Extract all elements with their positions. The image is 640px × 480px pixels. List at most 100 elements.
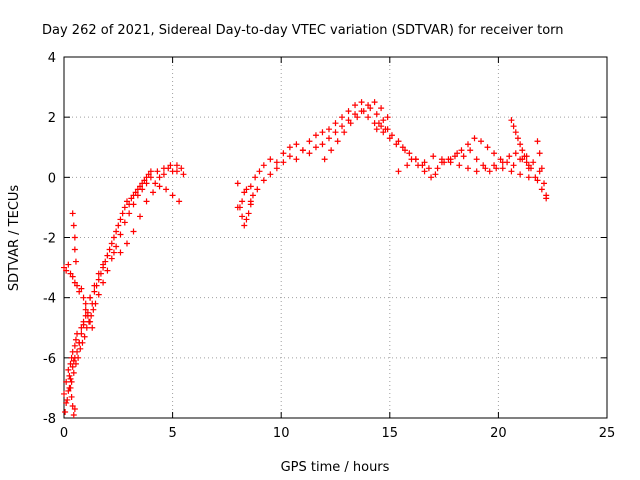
data-point xyxy=(239,213,246,220)
data-point xyxy=(510,162,517,169)
data-point xyxy=(415,162,422,169)
data-point xyxy=(113,228,120,235)
data-point xyxy=(406,150,413,157)
data-point xyxy=(110,234,117,241)
data-point xyxy=(71,234,78,241)
data-point xyxy=(293,156,300,163)
data-point xyxy=(234,180,241,187)
data-point xyxy=(247,183,254,190)
data-point xyxy=(117,249,124,256)
data-point xyxy=(491,150,498,157)
data-point xyxy=(334,138,341,145)
data-point xyxy=(267,171,274,178)
data-point xyxy=(386,135,393,142)
data-point xyxy=(347,120,354,127)
data-point xyxy=(319,141,326,148)
data-point xyxy=(78,330,85,337)
data-point xyxy=(241,189,248,196)
data-point xyxy=(239,198,246,205)
data-point xyxy=(249,192,256,199)
data-point xyxy=(402,147,409,154)
data-point xyxy=(78,324,85,331)
data-point xyxy=(108,255,115,262)
data-point xyxy=(123,198,130,205)
data-point xyxy=(74,348,81,355)
data-point xyxy=(143,198,150,205)
data-point xyxy=(482,165,489,172)
data-point xyxy=(464,165,471,172)
data-point xyxy=(117,216,124,223)
data-point xyxy=(104,267,111,274)
data-point xyxy=(306,150,313,157)
data-point xyxy=(130,228,137,235)
data-point xyxy=(532,174,539,181)
data-point xyxy=(63,378,70,385)
data-point xyxy=(102,258,109,265)
data-point xyxy=(91,288,98,295)
data-point xyxy=(499,165,506,172)
data-point xyxy=(147,174,154,181)
data-point xyxy=(72,258,79,265)
data-point xyxy=(345,108,352,115)
data-point xyxy=(137,183,144,190)
data-point xyxy=(367,105,374,112)
data-point xyxy=(63,267,70,274)
data-point xyxy=(388,132,395,139)
data-point xyxy=(380,117,387,124)
data-point xyxy=(399,144,406,151)
data-point xyxy=(100,279,107,286)
data-point xyxy=(67,375,74,382)
data-point xyxy=(156,183,163,190)
data-point xyxy=(137,213,144,220)
data-point xyxy=(517,171,524,178)
data-point xyxy=(74,282,81,289)
data-point xyxy=(71,342,78,349)
data-point xyxy=(365,114,372,121)
data-point xyxy=(106,246,113,253)
x-tick-label: 10 xyxy=(273,426,290,441)
data-point xyxy=(65,366,72,373)
data-point xyxy=(538,165,545,172)
data-point xyxy=(241,222,248,229)
data-point xyxy=(169,192,176,199)
data-point xyxy=(167,162,174,169)
data-point xyxy=(82,300,89,307)
data-point xyxy=(508,117,515,124)
data-point xyxy=(341,129,348,136)
data-point xyxy=(456,162,463,169)
data-point xyxy=(163,186,170,193)
data-point xyxy=(332,120,339,127)
data-point xyxy=(143,180,150,187)
data-point xyxy=(66,372,73,379)
data-point xyxy=(512,129,519,136)
data-points xyxy=(61,99,550,418)
data-point xyxy=(273,159,280,166)
data-point xyxy=(87,318,94,325)
data-point xyxy=(538,186,545,193)
data-point xyxy=(243,216,250,223)
data-point xyxy=(180,171,187,178)
data-point xyxy=(352,102,359,109)
data-point xyxy=(365,102,372,109)
data-point xyxy=(441,159,448,166)
data-point xyxy=(451,153,458,160)
data-point xyxy=(160,171,167,178)
data-point xyxy=(460,153,467,160)
data-point xyxy=(352,111,359,118)
data-point xyxy=(87,294,94,301)
data-point xyxy=(325,126,332,133)
data-point xyxy=(354,114,361,121)
data-point xyxy=(252,174,259,181)
y-axis-label: SDTVAR / TECUs xyxy=(7,185,22,292)
data-point xyxy=(132,189,139,196)
data-point xyxy=(464,141,471,148)
data-point xyxy=(95,270,102,277)
data-point xyxy=(69,210,76,217)
y-tick-label: 4 xyxy=(48,51,56,66)
data-point xyxy=(525,174,532,181)
data-point xyxy=(434,165,441,172)
data-point xyxy=(67,270,74,277)
data-point xyxy=(92,300,99,307)
y-tick-label: -2 xyxy=(43,232,56,247)
data-point xyxy=(339,114,346,121)
